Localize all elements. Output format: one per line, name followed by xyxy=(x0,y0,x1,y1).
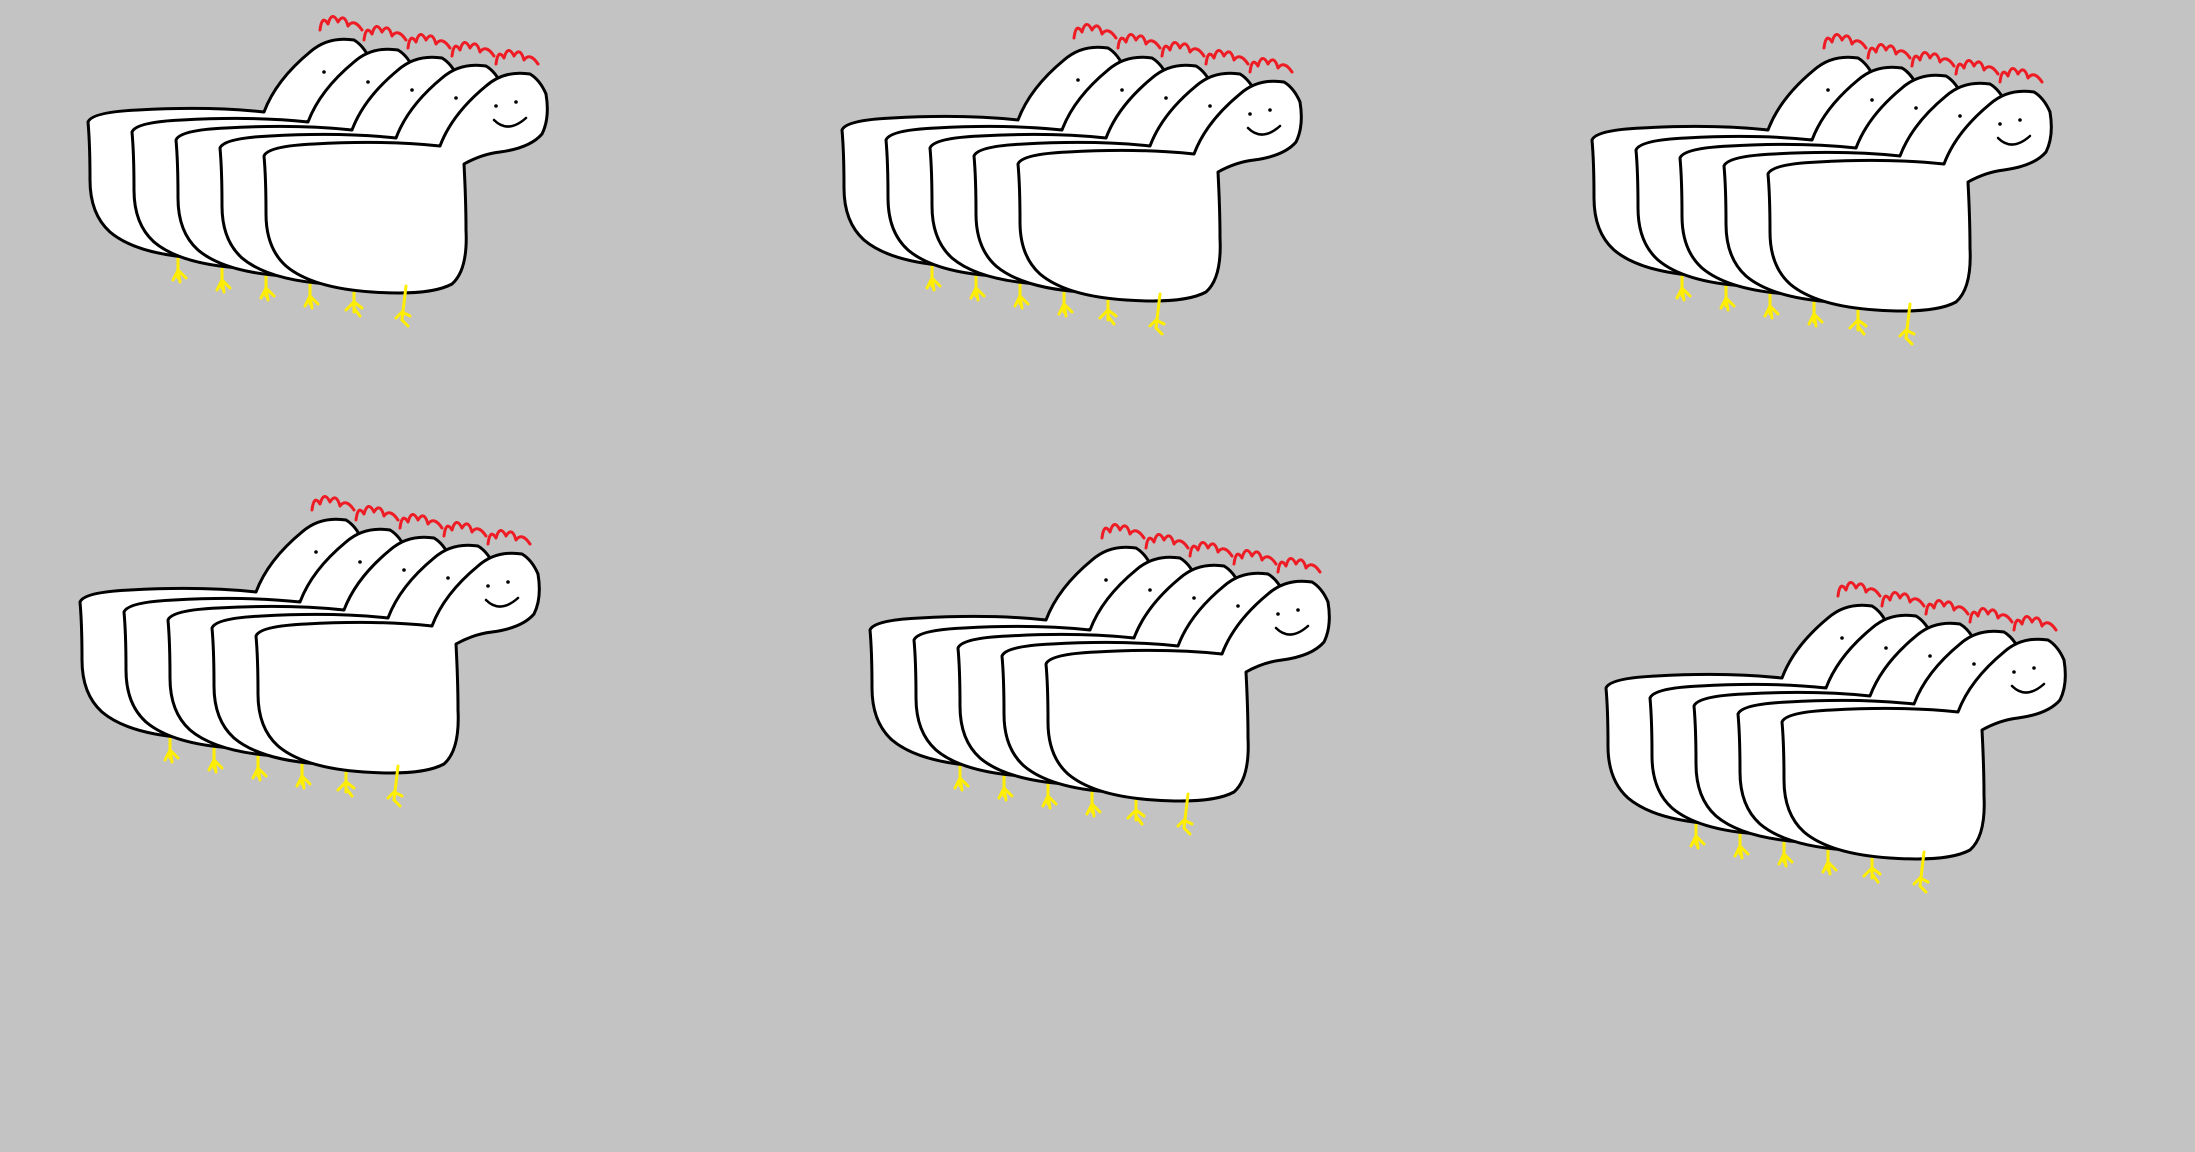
chicken-flock-bottom-left xyxy=(80,496,539,806)
chicken-flock-top-middle xyxy=(842,24,1301,334)
chicken-flock-bottom-right xyxy=(1606,582,2065,892)
chicken-flock-top-left xyxy=(88,16,547,326)
chicken-flock-top-right xyxy=(1592,34,2051,344)
chicken-flock-bottom-middle xyxy=(870,524,1329,834)
